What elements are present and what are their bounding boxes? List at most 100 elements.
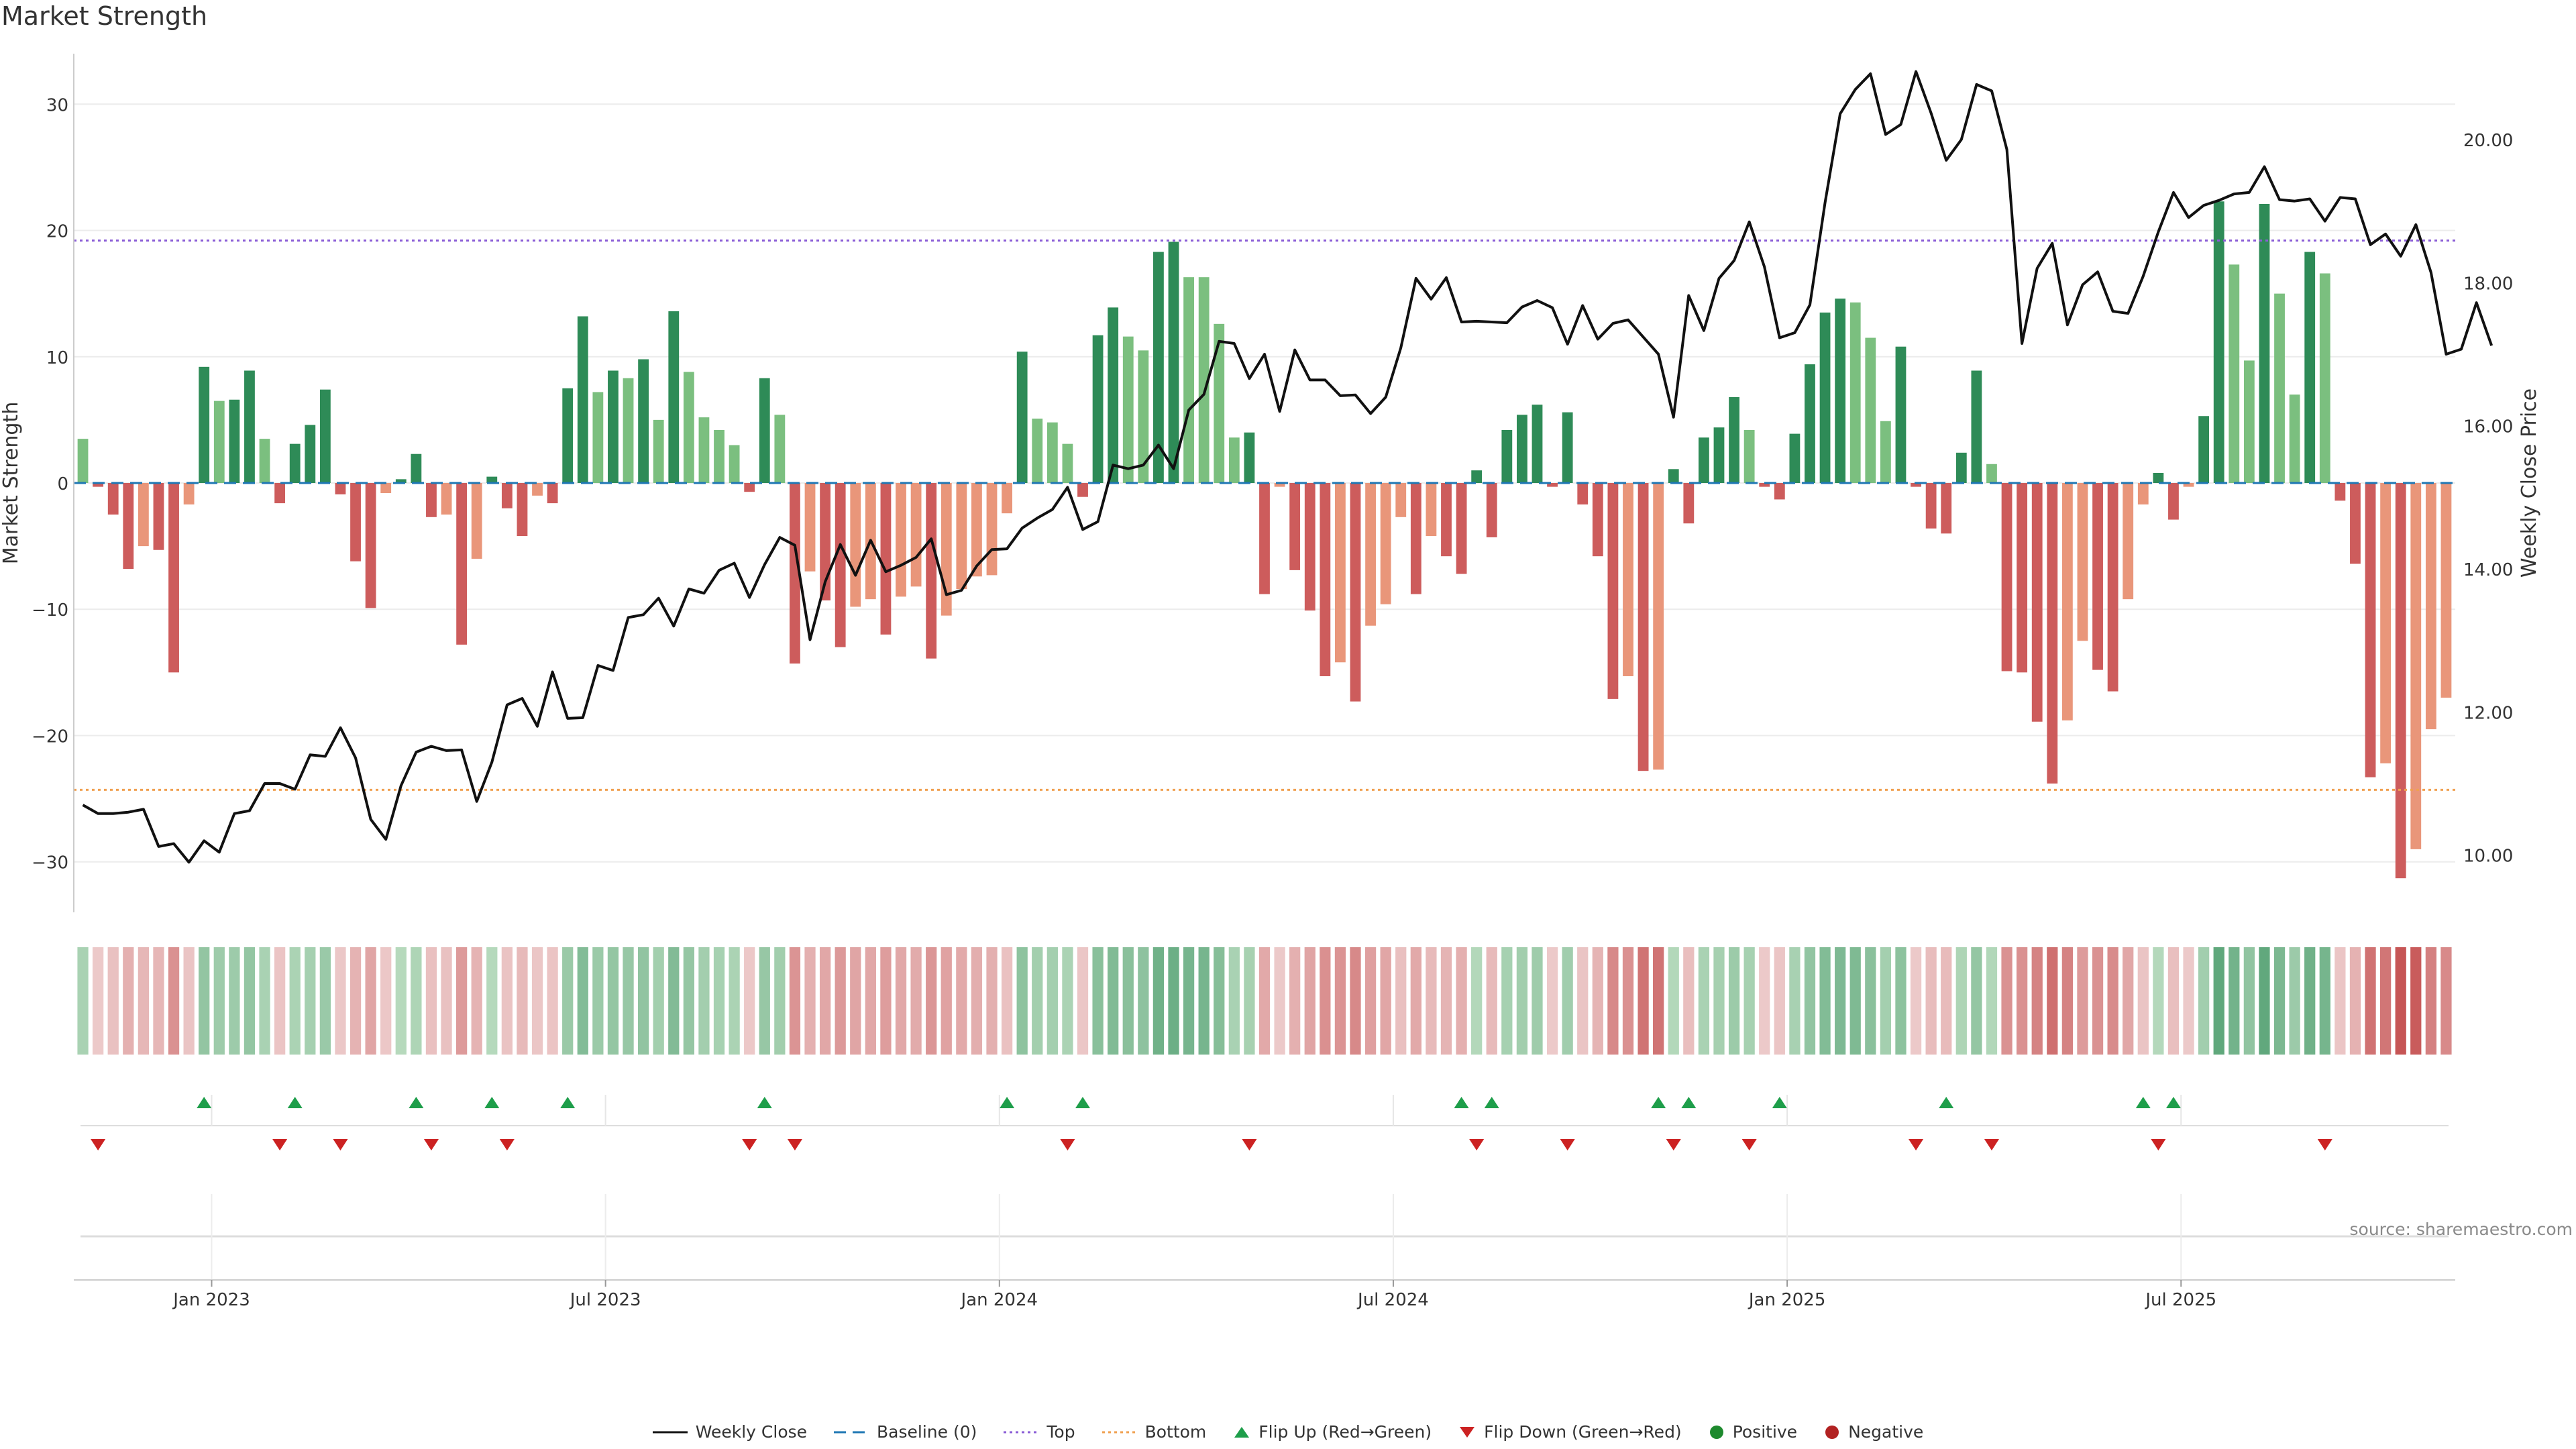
heat-cell [1032, 947, 1043, 1055]
strength-bar [1214, 323, 1225, 483]
heat-cell [183, 947, 195, 1055]
flip-markers [80, 1095, 2449, 1280]
heat-cell [1925, 947, 1937, 1055]
heat-cell [1062, 947, 1073, 1055]
y-tick-label: −10 [32, 600, 68, 621]
y-tick-label: 0 [57, 474, 68, 494]
strength-bar [1668, 469, 1679, 483]
strength-bar [1122, 336, 1134, 483]
strength-bar [1713, 427, 1725, 483]
heat-cell [213, 947, 225, 1055]
heat-cell [531, 947, 543, 1055]
heat-cell [2273, 947, 2286, 1055]
heat-cell [2440, 947, 2452, 1055]
heat-cell [2334, 947, 2346, 1055]
heat-cell [2061, 947, 2074, 1055]
legend-label: Bottom [1144, 1422, 1207, 1442]
heat-cell [668, 947, 680, 1055]
legend-item-bottom[interactable]: Bottom [1102, 1422, 1207, 1442]
heat-cell [2425, 947, 2436, 1055]
strength-bar [668, 311, 680, 483]
strength-bar [319, 389, 331, 483]
legend-label: Positive [1732, 1422, 1798, 1442]
heat-cell [2017, 947, 2028, 1055]
heat-cell [941, 947, 952, 1055]
y-tick-label: −20 [32, 727, 68, 747]
heat-cell [2047, 947, 2058, 1055]
legend-item-positive[interactable]: Positive [1709, 1422, 1797, 1442]
strength-bar [2017, 483, 2028, 673]
heat-cell [1016, 947, 1028, 1055]
heat-cell [1592, 947, 1603, 1055]
heat-cell [229, 947, 240, 1055]
flip-up-marker [2165, 1097, 2181, 1108]
strength-bar [1880, 421, 1891, 483]
heat-cell [1668, 947, 1679, 1055]
strength-bar [1835, 299, 1846, 483]
flip-down-marker [423, 1139, 439, 1150]
flip-down-marker [499, 1139, 515, 1150]
heat-cell [1986, 947, 1998, 1055]
line-dashed-icon [834, 1431, 869, 1433]
strength-bar [289, 443, 301, 483]
heat-cell [880, 947, 892, 1055]
strength-bar [1441, 483, 1452, 557]
heat-cell [835, 947, 846, 1055]
strength-bar [2410, 483, 2422, 849]
legend-item-flip-down[interactable]: Flip Down (Green→Red) [1458, 1422, 1682, 1442]
strength-bar [138, 483, 149, 547]
y-tick-label: 20 [46, 222, 68, 242]
legend-item-weekly-close[interactable]: Weekly Close [652, 1422, 807, 1442]
strength-bar [1819, 312, 1831, 483]
heat-cell [698, 947, 710, 1055]
legend-item-top[interactable]: Top [1004, 1422, 1075, 1442]
heat-cell [789, 947, 801, 1055]
strength-bar [2365, 483, 2376, 777]
heat-cell [501, 947, 513, 1055]
flip-down-marker [272, 1139, 288, 1150]
heat-cell [2349, 947, 2361, 1055]
heat-cell [804, 947, 816, 1055]
strength-bar [729, 445, 740, 483]
strength-bar [411, 453, 422, 483]
strength-bar [1971, 370, 1982, 483]
strength-bar [1849, 302, 1861, 483]
heat-cell [1046, 947, 1058, 1055]
flip-down-marker [1242, 1139, 1257, 1150]
strength-bar [623, 378, 634, 483]
heat-cell [2198, 947, 2210, 1055]
strength-bar [107, 483, 119, 515]
heat-cell [2107, 947, 2118, 1055]
strength-bar [2183, 483, 2194, 487]
strength-bar [1805, 364, 1815, 483]
strength-bar [896, 483, 906, 597]
strength-bar [1501, 429, 1513, 483]
heat-cell [819, 947, 831, 1055]
heat-cell [562, 947, 574, 1055]
strength-bar [1108, 307, 1119, 483]
heat-cell [1622, 947, 1634, 1055]
heat-cell [1228, 947, 1240, 1055]
x-tick-label: Jan 2024 [960, 1290, 1038, 1310]
legend-item-baseline[interactable]: Baseline (0) [834, 1422, 977, 1442]
legend-item-flip-up[interactable]: Flip Up (Red→Green) [1233, 1422, 1432, 1442]
heat-cell [2137, 947, 2149, 1055]
heat-cell [1698, 947, 1710, 1055]
strength-bar [1062, 443, 1073, 483]
strength-bar [547, 483, 558, 504]
strength-bar [910, 483, 922, 587]
heat-cell [1819, 947, 1831, 1055]
heat-cell [1364, 947, 1377, 1055]
x-tick-label: Jul 2024 [1356, 1290, 1429, 1310]
heat-cell [1532, 947, 1543, 1055]
heat-cell [123, 947, 134, 1055]
flip-down-marker [91, 1139, 106, 1150]
legend-item-negative[interactable]: Negative [1824, 1422, 1923, 1442]
heat-cell [486, 947, 498, 1055]
strength-bar [2319, 273, 2330, 483]
strength-bar [1168, 241, 1179, 483]
strength-heat-strip [77, 947, 2452, 1055]
strength-bar [1138, 350, 1149, 483]
heat-cell [774, 947, 786, 1055]
y2-axis-title: Weekly Close Price [2518, 388, 2541, 578]
